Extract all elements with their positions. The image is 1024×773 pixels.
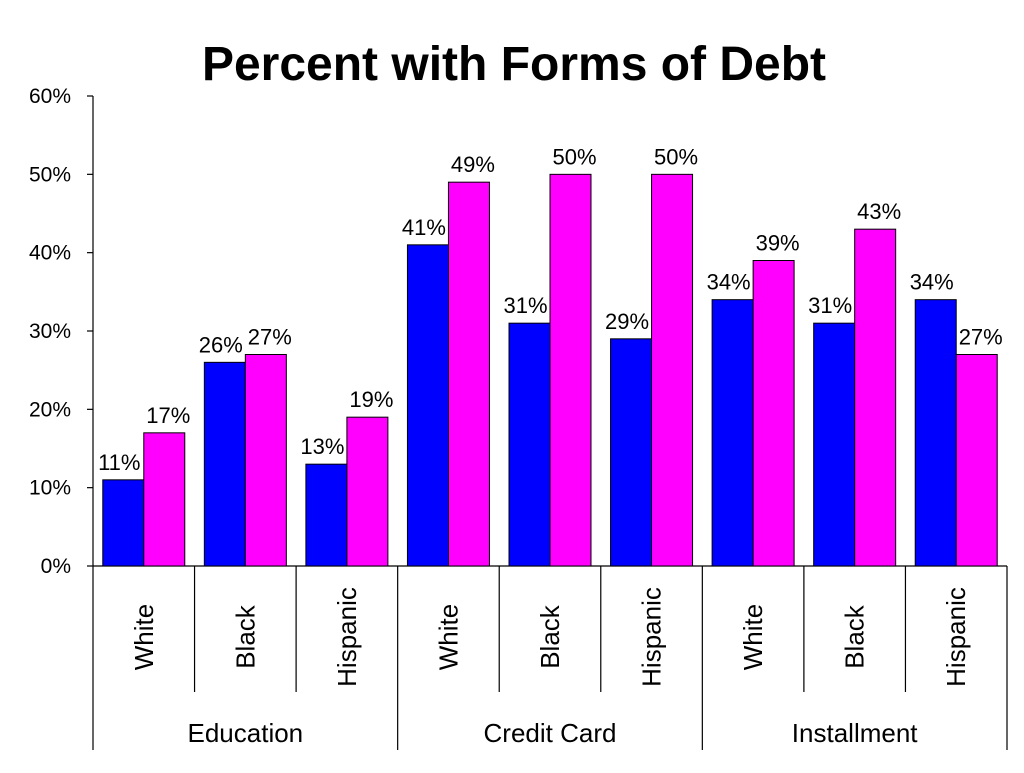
y-tick-label: 10% [29, 477, 71, 500]
x-category-label: Black [230, 604, 260, 669]
chart-title: Percent with Forms of Debt [202, 38, 826, 91]
data-label: 31% [808, 293, 852, 318]
data-label: 50% [552, 144, 596, 169]
y-tick-label: 30% [29, 320, 71, 343]
y-tick-label: 60% [29, 85, 71, 108]
x-category-label: White [433, 604, 463, 670]
data-label: 27% [248, 325, 292, 350]
bar [955, 354, 998, 567]
x-category-label: White [738, 604, 768, 670]
data-label: 19% [349, 387, 393, 412]
x-group-label: Education [188, 718, 304, 748]
bar [143, 432, 186, 567]
bar [813, 322, 856, 567]
data-labels: 11%17%26% 27%13%19%41%49%31%50%29%50%34%3… [98, 144, 1003, 475]
bar [914, 299, 957, 567]
y-tick-label: 20% [29, 398, 71, 421]
bar [549, 173, 592, 567]
bar [406, 244, 449, 567]
bar [651, 173, 694, 567]
y-tick-label: 0% [41, 555, 71, 578]
x-category-label: White [129, 604, 159, 670]
y-tick-label: 50% [29, 163, 71, 186]
y-tick-label: 40% [29, 242, 71, 265]
bar [854, 228, 897, 567]
data-label: 13% [300, 434, 344, 459]
bar [203, 361, 246, 567]
bar [447, 181, 490, 567]
x-category-label: Hispanic [332, 587, 362, 687]
data-label: 11% [98, 450, 140, 475]
data-label: 50% [654, 144, 698, 169]
data-label: 39% [756, 231, 800, 256]
bar [752, 260, 795, 567]
axes: 0% 10% 20% 30% 40% 50% 60% White Black Hispanic Wh… [29, 85, 1008, 750]
bar [244, 354, 287, 567]
bar [102, 479, 145, 567]
bar [508, 322, 551, 567]
data-label: 34% [707, 270, 751, 295]
data-label: 26% [199, 332, 243, 357]
bar [346, 416, 389, 567]
data-label: 17% [146, 403, 190, 428]
data-label: 27% [959, 325, 1003, 350]
bar [305, 463, 348, 567]
data-label: 41% [402, 215, 446, 240]
bars [102, 173, 998, 567]
x-category-label: Hispanic [941, 587, 971, 687]
data-label: 31% [503, 293, 547, 318]
data-label: 49% [451, 152, 495, 177]
x-category-label: Black [535, 604, 565, 669]
bar [610, 338, 653, 567]
x-group-label: Credit Card [484, 718, 617, 748]
data-label: 43% [857, 199, 901, 224]
bar [711, 299, 754, 567]
data-label: 29% [605, 309, 649, 334]
x-group-label: Installment [792, 718, 918, 748]
x-category-label: Hispanic [637, 587, 667, 687]
x-category-label: Black [840, 604, 870, 669]
data-label: 34% [910, 270, 954, 295]
